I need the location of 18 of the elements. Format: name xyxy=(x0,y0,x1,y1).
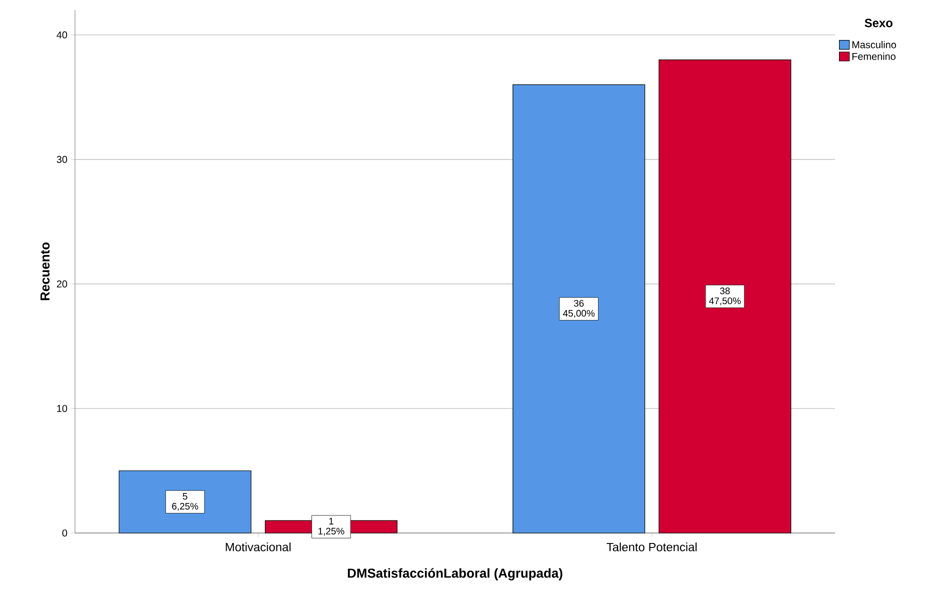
y-tick-label: 30 xyxy=(56,156,68,163)
y-tick-label: 10 xyxy=(57,404,68,412)
y-axis-title: Recuento xyxy=(40,242,50,300)
bar xyxy=(658,60,792,534)
data-label: 38 47,50% xyxy=(709,288,741,306)
x-axis-title: DMSatisfacciónLaboral (Agrupada) xyxy=(348,568,562,580)
x-tick-label: Talento Potencial xyxy=(606,542,697,552)
data-label: 36 45,00% xyxy=(563,300,595,318)
bar xyxy=(512,84,646,534)
legend-label: Masculino xyxy=(852,40,896,48)
x-tick-label: Motivacional xyxy=(226,542,291,552)
data-label: 5 6,25% xyxy=(172,493,198,511)
y-tick-label: 20 xyxy=(56,280,68,288)
y-tick-label: 40 xyxy=(56,31,68,38)
data-label: 1 1,25% xyxy=(318,518,344,536)
legend-title: Sexo xyxy=(864,18,892,28)
legend-label: Femenino xyxy=(852,52,896,60)
y-tick-label: 0 xyxy=(62,529,68,537)
